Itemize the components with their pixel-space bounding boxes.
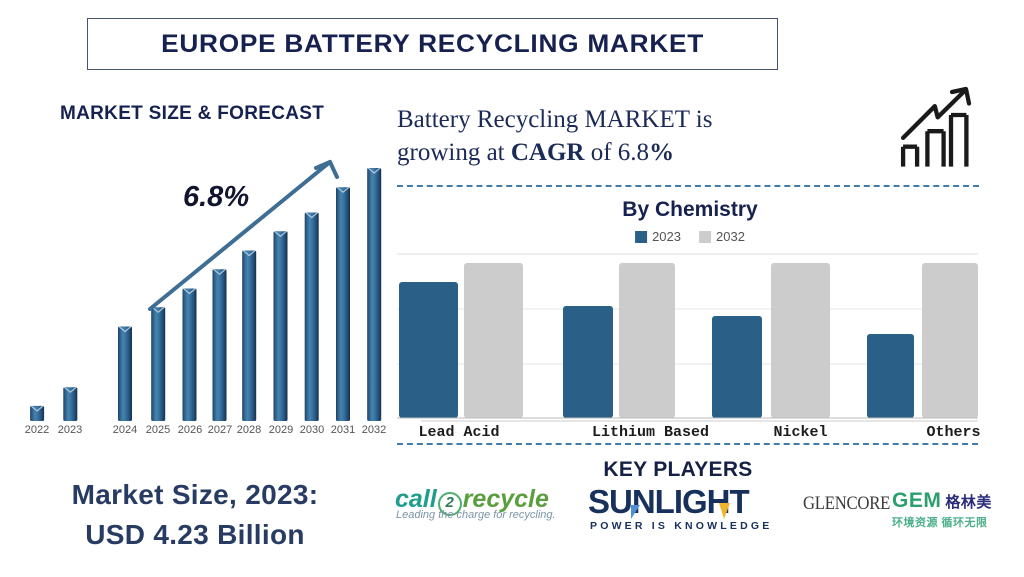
svg-text:2029: 2029 (269, 424, 293, 436)
svg-text:2023: 2023 (58, 424, 82, 436)
svg-text:2031: 2031 (331, 424, 355, 436)
svg-text:2025: 2025 (146, 424, 170, 436)
svg-text:2032: 2032 (362, 424, 386, 436)
svg-text:2028: 2028 (237, 424, 261, 436)
svg-text:2026: 2026 (178, 424, 202, 436)
svg-text:2030: 2030 (300, 424, 324, 436)
svg-text:2024: 2024 (113, 424, 137, 436)
svg-text:2027: 2027 (208, 424, 232, 436)
svg-text:2022: 2022 (25, 424, 49, 436)
svg-text:6.8%: 6.8% (183, 181, 249, 213)
